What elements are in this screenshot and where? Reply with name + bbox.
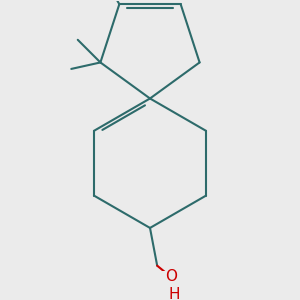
Text: H: H	[169, 287, 180, 300]
Text: O: O	[165, 269, 177, 284]
